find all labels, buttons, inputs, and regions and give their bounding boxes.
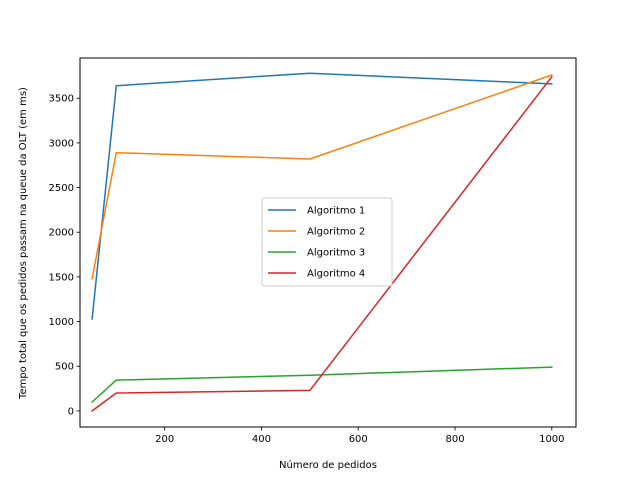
x-tick-label: 1000 bbox=[539, 434, 564, 445]
y-tick-label: 500 bbox=[55, 362, 74, 373]
y-tick-label: 3500 bbox=[49, 94, 74, 105]
series-line-2 bbox=[91, 74, 553, 280]
y-axis-ticks: 0 500 1000 1500 2000 2500 3000 3500 bbox=[49, 94, 80, 417]
x-axis-ticks: 200 400 600 800 1000 bbox=[155, 427, 565, 445]
plot-frame bbox=[79, 57, 577, 428]
y-axis-label: Tempo total que os pedidos passam na que… bbox=[18, 87, 29, 400]
legend-label: Algoritmo 1 bbox=[307, 206, 365, 217]
y-tick-label: 1500 bbox=[49, 272, 74, 283]
legend: Algoritmo 1 Algoritmo 2 Algoritmo 3 Algorit… bbox=[261, 197, 393, 287]
series-lines bbox=[91, 72, 553, 412]
x-tick-label: 400 bbox=[252, 434, 271, 445]
legend-label: Algoritmo 4 bbox=[307, 269, 365, 280]
series-line-1 bbox=[91, 72, 553, 320]
legend-box bbox=[261, 197, 393, 287]
x-tick-label: 200 bbox=[155, 434, 174, 445]
x-tick-label: 600 bbox=[349, 434, 368, 445]
y-tick-label: 0 bbox=[68, 406, 74, 417]
y-tick-label: 1000 bbox=[49, 317, 74, 328]
legend-label: Algoritmo 2 bbox=[307, 227, 365, 238]
series-line-4 bbox=[91, 75, 553, 412]
x-axis-label: Número de pedidos bbox=[279, 459, 377, 471]
legend-label: Algoritmo 3 bbox=[307, 248, 365, 259]
y-tick-label: 2500 bbox=[49, 183, 74, 194]
series-line-3 bbox=[91, 366, 553, 404]
x-tick-label: 800 bbox=[445, 434, 464, 445]
y-tick-label: 2000 bbox=[49, 228, 74, 239]
y-tick-label: 3000 bbox=[49, 138, 74, 149]
